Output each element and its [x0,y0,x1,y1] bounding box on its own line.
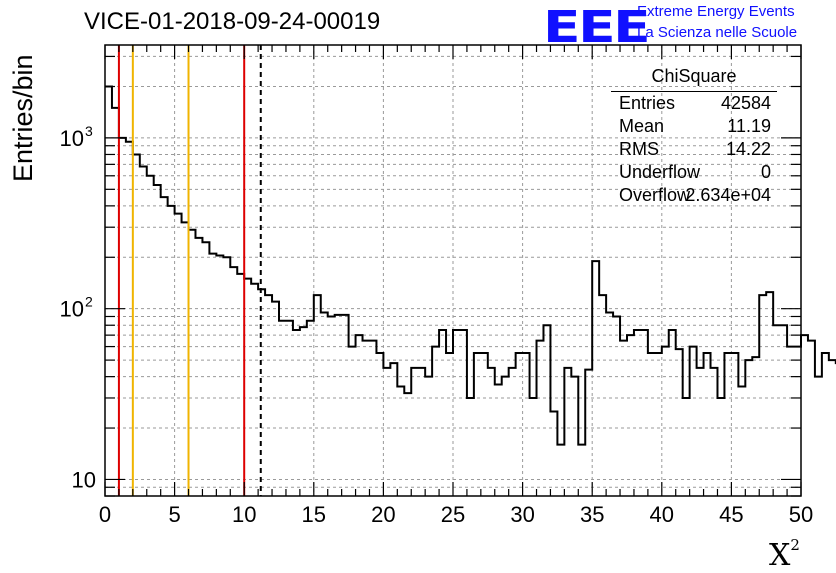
stats-value: 14.22 [725,139,771,159]
y-tick-label-exponent: 2 [85,294,93,310]
stats-row-mean: Mean 11.19 [619,116,777,138]
stats-divider [611,91,777,92]
stats-key: Entries [619,93,676,113]
chart-title: VICE-01-2018-09-24-00019 [84,8,381,35]
y-axis-label: Entries/bin [8,54,38,182]
y-tick-label-exponent: 3 [85,123,93,139]
x-tick-label: 20 [371,502,395,527]
stats-row-rms: RMS 14.22 [619,139,777,161]
x-tick-label: 35 [580,502,604,527]
x-tick-label: 45 [719,502,743,527]
x-tick-label: 25 [441,502,465,527]
logo-text-line-1: Extreme Energy Events [637,3,795,20]
stats-value: 2.634e+04 [685,185,771,205]
x-tick-label: 30 [510,502,534,527]
stats-row-overflow: Overflow 2.634e+04 [619,185,777,207]
y-tick-label: 10 [72,467,96,492]
x-tick-label: 40 [650,502,674,527]
stats-box: ChiSquare Entries 42584 Mean 11.19 RMS 1… [611,66,777,206]
stats-value: 0 [760,162,771,182]
stats-title: ChiSquare [651,66,737,86]
logo-text-line-2: La Scienza nelle Scuole [637,24,798,41]
x-tick-label: 10 [232,502,256,527]
stats-row-underflow: Underflow 0 [619,162,777,184]
stats-key: RMS [619,139,659,159]
stats-key: Overflow [619,185,691,205]
x-tick-label: 15 [302,502,326,527]
x-axis-label: X2 [769,536,800,573]
x-tick-label: 0 [99,502,111,527]
x-tick-label: 50 [789,502,813,527]
stats-row-entries: Entries 42584 [619,93,777,115]
stats-key: Underflow [619,162,701,182]
x-axis-label-base: X [769,538,791,573]
eee-logo: EEE [543,2,651,53]
y-tick-label: 10 [60,126,84,151]
stats-key: Mean [619,116,665,136]
stats-value: 42584 [720,93,771,113]
x-axis-label-exponent: 2 [790,536,800,554]
histogram-series [105,85,836,446]
stats-value: 11.19 [727,116,771,136]
x-tick-label: 5 [168,502,180,527]
y-tick-label: 10 [60,297,84,322]
